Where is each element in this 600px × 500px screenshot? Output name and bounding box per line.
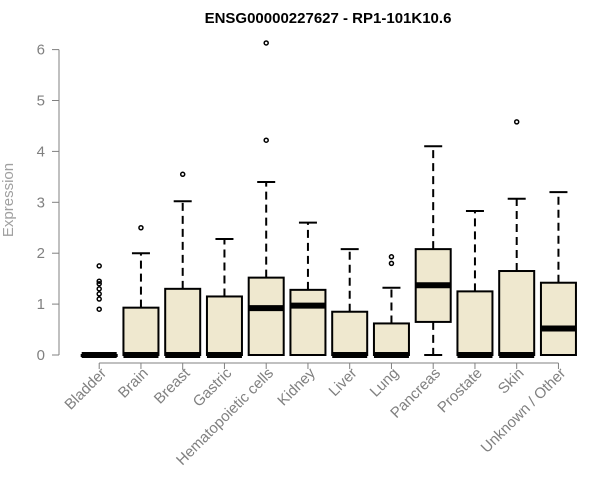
outlier-point xyxy=(96,306,102,312)
y-tick-label: 4 xyxy=(37,143,45,160)
iqr-box xyxy=(539,281,577,356)
y-tick-label: 1 xyxy=(37,296,45,313)
y-tick-label: 3 xyxy=(37,194,45,211)
y-axis-title: Expression xyxy=(0,163,17,237)
y-tick-label: 6 xyxy=(37,42,45,59)
x-tick-label: Breast xyxy=(151,364,194,407)
iqr-box xyxy=(289,288,327,356)
box-group xyxy=(205,237,243,358)
outlier-point xyxy=(388,254,395,260)
box-group xyxy=(164,171,202,358)
y-tick-label: 0 xyxy=(37,347,45,364)
x-tick-label: Bladder xyxy=(61,365,110,414)
box-group xyxy=(372,254,410,358)
box-group xyxy=(456,209,494,358)
outlier-point xyxy=(96,280,102,287)
box-group xyxy=(498,119,536,358)
outlier-point xyxy=(96,291,102,297)
chart-title: ENSG00000227627 - RP1-101K10.6 xyxy=(205,10,452,27)
box-group xyxy=(247,40,285,356)
iqr-box xyxy=(247,276,285,356)
outlier-point xyxy=(388,260,395,267)
outlier-point xyxy=(513,119,520,125)
y-tick-label: 5 xyxy=(37,93,45,110)
iqr-box xyxy=(498,270,536,357)
y-axis: 0 1 2 3 4 5 6 xyxy=(37,42,60,364)
outlier-point xyxy=(138,225,144,231)
iqr-box xyxy=(456,290,494,356)
y-tick-label: 2 xyxy=(37,245,45,262)
iqr-box xyxy=(164,287,202,356)
box-group xyxy=(331,248,369,358)
outlier-point xyxy=(96,263,102,269)
outlier-point xyxy=(96,278,102,284)
x-tick-label: Prostate xyxy=(434,365,486,417)
box-group xyxy=(414,145,452,356)
iqr-box xyxy=(122,306,160,356)
iqr-box xyxy=(205,295,243,356)
x-tick-label: Kidney xyxy=(274,364,319,409)
outlier-point xyxy=(96,286,102,292)
x-tick-label: Liver xyxy=(326,365,361,400)
outlier-point xyxy=(179,171,186,178)
x-tick-label: Lung xyxy=(367,365,403,401)
outlier-point xyxy=(96,296,102,302)
outlier-point xyxy=(263,40,269,46)
box-group xyxy=(289,221,327,356)
box-group xyxy=(80,263,118,358)
box-group xyxy=(539,191,577,356)
boxes-layer xyxy=(80,40,577,358)
box-group xyxy=(122,225,160,358)
iqr-box xyxy=(372,322,410,356)
x-tick-label: Brain xyxy=(115,365,152,402)
x-tick-label: Skin xyxy=(495,365,528,398)
outlier-point xyxy=(263,137,269,143)
iqr-box xyxy=(331,310,369,356)
